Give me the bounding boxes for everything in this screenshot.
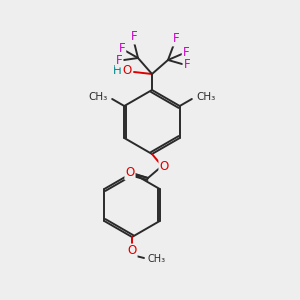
Text: O: O — [123, 64, 132, 77]
Text: O: O — [159, 160, 169, 173]
Text: CH₃: CH₃ — [196, 92, 215, 101]
Text: CH₃: CH₃ — [88, 92, 108, 101]
Text: CH₃: CH₃ — [147, 254, 165, 264]
Text: F: F — [116, 53, 122, 67]
Text: F: F — [183, 46, 189, 59]
Text: H: H — [113, 64, 122, 76]
Text: F: F — [119, 41, 125, 55]
Text: O: O — [125, 167, 135, 179]
Text: F: F — [184, 58, 190, 71]
Text: O: O — [128, 244, 136, 257]
Text: F: F — [173, 32, 179, 46]
Text: F: F — [131, 31, 137, 44]
